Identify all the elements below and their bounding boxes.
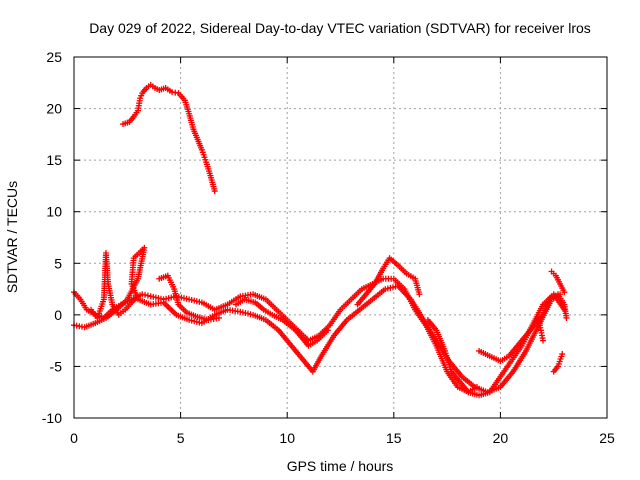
data-points (71, 81, 570, 399)
y-tick-label: 5 (54, 255, 62, 271)
y-tick-label: 15 (46, 152, 62, 168)
data-point (211, 188, 218, 195)
y-tick-label: -10 (42, 410, 62, 426)
data-point (144, 292, 151, 299)
data-point (324, 327, 331, 334)
x-tick-label: 5 (177, 430, 185, 446)
data-point (142, 291, 149, 298)
x-tick-label: 25 (599, 430, 615, 446)
y-tick-label: -5 (50, 358, 63, 374)
y-tick-label: 20 (46, 101, 62, 117)
data-point (416, 291, 423, 298)
x-axis-label: GPS time / hours (287, 458, 394, 474)
x-tick-label: 15 (386, 430, 402, 446)
grid (74, 57, 607, 418)
data-point (559, 351, 566, 358)
x-tick-label: 0 (70, 430, 78, 446)
chart-title: Day 029 of 2022, Sidereal Day-to-day VTE… (89, 20, 591, 36)
y-axis-label: SDTVAR / TECUs (4, 181, 20, 293)
y-tick-label: 25 (46, 49, 62, 65)
y-tick-label: 0 (54, 307, 62, 323)
x-tick-label: 10 (279, 430, 295, 446)
data-point (540, 337, 547, 344)
plot-frame (73, 56, 608, 419)
data-point (134, 293, 141, 300)
data-point (139, 291, 146, 298)
data-point (215, 314, 222, 321)
data-point (563, 314, 570, 321)
axis-ticks: 0 5 10 15 20 25 -10 -5 0 5 10 15 20 25 (42, 49, 615, 446)
y-tick-label: 10 (46, 204, 62, 220)
x-tick-label: 20 (493, 430, 509, 446)
data-point (473, 384, 480, 391)
data-point (561, 289, 568, 296)
